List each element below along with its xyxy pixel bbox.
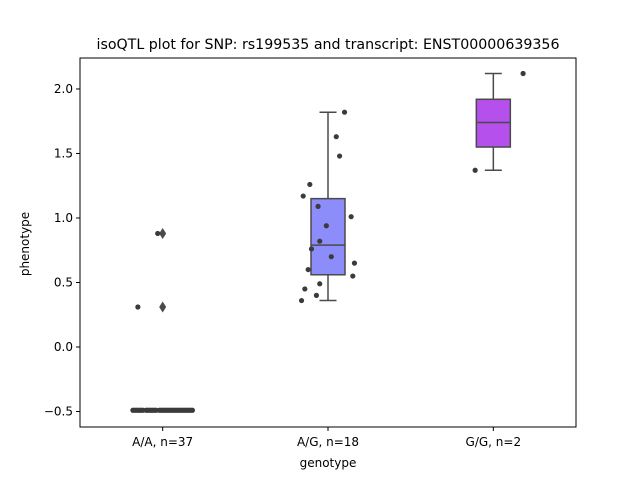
chart-title: isoQTL plot for SNP: rs199535 and transc… <box>97 37 560 53</box>
data-point <box>313 292 320 298</box>
y-tick-label: 0.5 <box>54 275 73 289</box>
data-point <box>341 109 348 115</box>
data-point <box>317 238 323 244</box>
data-point <box>317 281 323 287</box>
y-axis-label: phenotype <box>18 212 32 276</box>
data-point <box>155 230 161 237</box>
box-2 <box>475 72 512 171</box>
x-axis-label: genotype <box>300 456 357 470</box>
data-point <box>300 193 306 199</box>
plot-marks <box>130 70 526 413</box>
box-outlier <box>159 227 167 239</box>
data-point <box>333 134 339 140</box>
box-1 <box>310 111 346 302</box>
data-point <box>315 203 321 209</box>
data-point <box>302 286 308 292</box>
data-point <box>520 70 526 77</box>
x-axis: A/A, n=37 A/G, n=18 G/G, n=2 <box>132 427 521 449</box>
data-point <box>135 304 141 310</box>
data-point <box>135 407 141 413</box>
data-point <box>308 246 315 252</box>
x-tick-label: G/G, n=2 <box>466 435 522 449</box>
box-iqr <box>310 197 346 276</box>
y-tick-label: 0.0 <box>54 340 73 354</box>
data-point <box>181 407 187 413</box>
data-point <box>350 273 356 279</box>
data-point <box>328 254 334 260</box>
data-point <box>188 407 194 413</box>
data-point <box>472 167 478 173</box>
y-tick-label: 1.0 <box>54 211 73 225</box>
y-tick-label: 2.0 <box>54 82 73 96</box>
data-point <box>336 153 343 159</box>
data-point <box>323 223 329 229</box>
data-point <box>174 407 181 413</box>
data-point <box>161 407 167 413</box>
x-tick-label: A/G, n=18 <box>297 435 359 449</box>
box-0 <box>144 227 181 412</box>
data-point <box>168 407 174 413</box>
data-point <box>305 266 311 273</box>
data-point <box>298 297 305 304</box>
box-outlier <box>159 301 167 313</box>
y-tick-label: −0.5 <box>44 405 73 419</box>
data-point <box>351 260 358 266</box>
y-tick-label: 1.5 <box>54 146 73 160</box>
data-point <box>348 214 354 220</box>
y-axis: −0.5 0.0 0.5 1.0 1.5 2.0 <box>44 82 80 419</box>
data-point <box>307 181 313 188</box>
data-point <box>148 407 154 413</box>
x-tick-label: A/A, n=37 <box>132 435 193 449</box>
